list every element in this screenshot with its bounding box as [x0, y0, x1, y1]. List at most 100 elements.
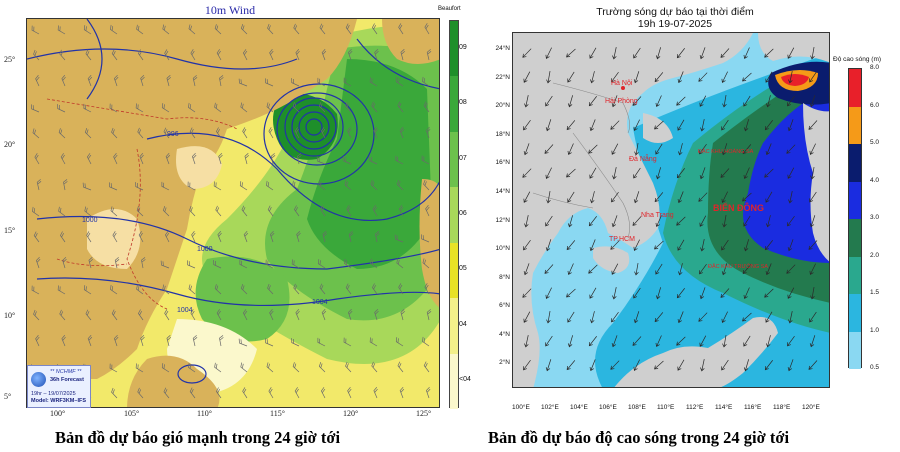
wave-direction-arrow — [743, 287, 750, 300]
wave-direction-arrow — [809, 143, 816, 155]
wind-barb — [269, 309, 274, 321]
wind-barb — [267, 205, 274, 217]
info-model: Model: WRF3KM–IFS — [31, 398, 86, 404]
wave-direction-arrow — [676, 96, 686, 106]
wind-barb — [265, 259, 274, 269]
wind-barb — [423, 101, 430, 113]
wave-direction-arrow — [700, 359, 705, 372]
wind-barb — [424, 23, 430, 35]
wave-direction-arrow — [590, 71, 595, 84]
wave-direction-arrow — [720, 48, 730, 58]
wind-barb — [319, 23, 326, 35]
place-bien-dong: BIỂN ĐÔNG — [713, 202, 764, 213]
wind-barb — [343, 156, 352, 165]
wind-barb — [399, 386, 405, 399]
wind-barb — [291, 259, 300, 269]
wave-direction-arrow — [545, 215, 553, 227]
wind-barb — [398, 23, 404, 35]
wind-barb — [83, 25, 92, 35]
wave-direction-arrow — [610, 120, 620, 130]
wave-direction-arrow — [699, 167, 706, 180]
wind-barb — [267, 23, 274, 35]
wind-barb — [370, 180, 378, 191]
wave-direction-arrow — [589, 167, 597, 179]
wave-direction-arrow — [699, 215, 707, 227]
wind-barb — [395, 77, 404, 87]
wind-barb — [111, 49, 118, 61]
wind-barb — [294, 127, 300, 139]
wave-direction-arrow — [787, 215, 795, 227]
beaufort-swatch — [450, 21, 458, 77]
wind-barb — [425, 205, 430, 217]
wave-direction-arrow — [611, 335, 618, 348]
wind-barb — [113, 74, 119, 87]
wind-barb — [347, 387, 352, 399]
wind-barb — [162, 24, 170, 35]
wave-direction-arrow — [545, 287, 552, 299]
wave-direction-arrow — [698, 72, 708, 82]
wave-direction-arrow — [721, 263, 728, 276]
wind-barb — [395, 337, 404, 347]
wave-direction-arrow — [611, 263, 619, 275]
wave-direction-arrow — [611, 71, 619, 83]
wave-direction-arrow — [524, 215, 529, 228]
wave-map-title: Trường sóng dự báo tại thời điểm 19h 19-… — [510, 6, 840, 30]
wind-barb — [136, 24, 144, 35]
wind-barb — [369, 337, 378, 347]
wave-direction-arrow — [764, 360, 773, 371]
wave-direction-arrow — [524, 95, 529, 108]
wind-barb — [319, 283, 326, 295]
wave-direction-arrow — [566, 240, 576, 251]
wind-barb — [140, 75, 145, 87]
lat-tick: 4°N — [499, 330, 510, 338]
wave-direction-arrow — [764, 240, 773, 251]
wave-direction-arrow — [788, 71, 793, 84]
wind-barb — [241, 205, 248, 217]
wind-barb — [163, 387, 170, 399]
wave-legend-level: 3.0 — [870, 214, 880, 221]
wave-legend-swatch — [849, 256, 861, 294]
wave-direction-arrow — [522, 168, 532, 178]
wind-barb — [291, 78, 300, 87]
wave-direction-arrow — [810, 167, 815, 180]
wind-barb — [190, 309, 196, 321]
wind-barb — [317, 337, 326, 347]
wind-barb — [84, 206, 92, 217]
wind-barb — [240, 283, 248, 295]
wind-barb — [192, 75, 198, 87]
wind-barb — [136, 284, 144, 295]
wind-barb — [320, 387, 326, 399]
wave-direction-arrow — [810, 47, 815, 60]
wind-barb — [189, 387, 196, 399]
wind-barb — [109, 182, 118, 191]
wave-legend-swatch — [849, 294, 861, 332]
wind-barb — [109, 363, 118, 373]
lat-tick: 22°N — [495, 73, 510, 81]
wind-barb — [318, 361, 326, 373]
wind-barb — [239, 181, 248, 191]
wind-barb — [164, 309, 170, 321]
wave-direction-arrow — [721, 311, 728, 323]
wave-direction-arrow — [655, 95, 662, 108]
wind-barb — [238, 78, 248, 87]
wind-barb — [137, 127, 144, 139]
wind-barb — [318, 101, 326, 113]
lat-tick: 10°N — [495, 245, 510, 253]
wave-legend-swatch — [849, 144, 861, 182]
wave-direction-arrow — [766, 335, 771, 348]
wave-direction-arrow — [677, 191, 684, 204]
wave-direction-arrow — [677, 239, 685, 251]
wind-barb — [295, 49, 300, 61]
wind-barb — [346, 205, 352, 217]
wind-barb — [33, 231, 40, 243]
wave-direction-arrow — [699, 263, 707, 275]
lat-tick: 14°N — [495, 187, 510, 195]
lon-tick: 125° — [416, 409, 432, 418]
wind-barb — [86, 153, 92, 165]
wind-barb — [214, 102, 222, 113]
wind-barb — [295, 309, 300, 321]
wind-barb — [57, 25, 66, 35]
wave-direction-arrow — [677, 119, 685, 131]
wave-direction-arrow — [566, 360, 576, 371]
wind-barb — [164, 231, 170, 243]
